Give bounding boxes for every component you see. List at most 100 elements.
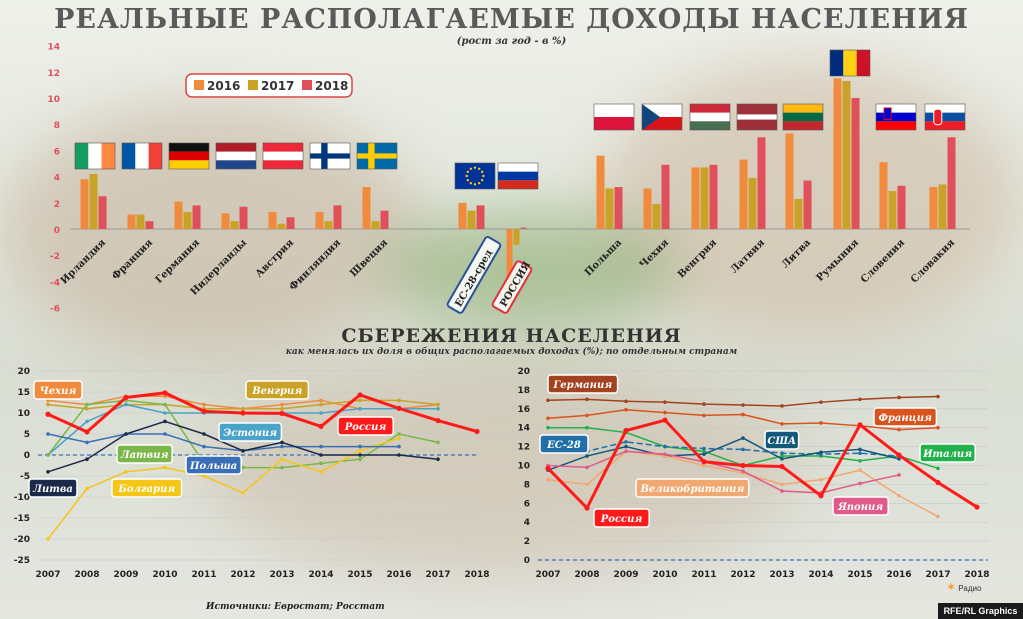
data-point	[741, 412, 745, 417]
bar-2018	[476, 205, 485, 229]
bar-2017	[888, 191, 897, 229]
data-point	[662, 417, 668, 423]
radio-logo: ✶ Радио	[946, 580, 981, 594]
legend-label: 2017	[261, 79, 294, 93]
y-tick-label: 16	[517, 405, 530, 415]
series-label-box	[919, 443, 976, 463]
x-tick-label: 2012	[730, 570, 755, 580]
bar-chart: 14 12 10 8 6 4 2 0 -2 -4 -6 Ирландия ФранцияГермания…	[47, 43, 970, 315]
category-label-box	[491, 260, 533, 314]
data-point	[357, 392, 363, 398]
bar-2016	[785, 133, 794, 229]
bar-2016	[221, 213, 230, 229]
data-point	[319, 402, 323, 407]
data-point	[545, 465, 551, 471]
data-point	[858, 481, 862, 486]
bar-2016	[643, 188, 652, 229]
bar-2018	[803, 180, 812, 229]
data-point	[85, 486, 89, 491]
x-tick-label: 2007	[35, 570, 60, 580]
series-label-box	[635, 478, 750, 498]
data-point	[241, 449, 245, 453]
x-tick-label: 2015	[347, 570, 372, 580]
data-point	[819, 400, 823, 404]
bar-2018	[947, 137, 956, 229]
data-point	[780, 457, 784, 461]
data-point	[936, 466, 940, 471]
bar-2018	[614, 187, 623, 229]
data-point	[741, 469, 745, 473]
legend-swatch	[248, 80, 258, 90]
series-label-box	[111, 478, 183, 498]
bar-2017	[371, 221, 380, 229]
series-label-box	[764, 430, 800, 450]
data-point	[397, 444, 401, 449]
data-point	[935, 479, 941, 486]
data-point	[85, 419, 89, 424]
y-tick-label: 2	[54, 200, 60, 210]
y-tick-label: 6	[524, 499, 530, 509]
bar-2016	[833, 78, 842, 229]
flag-austria	[262, 142, 304, 170]
data-point	[546, 425, 550, 430]
bar-2018	[333, 205, 342, 229]
data-point	[741, 447, 745, 452]
series-label-box	[337, 416, 394, 436]
data-point	[46, 432, 50, 436]
series-label: Россия	[600, 514, 643, 525]
savings-subtitle: как менялась их доля в общих располагаем…	[285, 347, 738, 357]
data-point	[241, 407, 245, 411]
data-point	[319, 411, 323, 415]
data-point	[740, 462, 746, 469]
data-point	[85, 402, 89, 407]
data-point	[936, 394, 940, 399]
flag-romania	[829, 49, 871, 77]
data-point	[436, 440, 440, 445]
flag-eu	[454, 162, 496, 190]
flag-slovenia	[875, 103, 917, 131]
data-point	[936, 514, 940, 519]
data-point	[124, 470, 128, 474]
data-point	[585, 482, 589, 487]
flag-latvia	[736, 103, 778, 131]
data-point	[280, 440, 284, 445]
series-label: Литва	[32, 484, 73, 495]
y-tick-label: -2	[50, 252, 60, 262]
bar-2016	[879, 162, 888, 229]
data-point	[819, 450, 823, 455]
radio-logo-icon: ✶	[946, 580, 957, 594]
data-point	[584, 505, 590, 511]
data-point	[585, 413, 589, 418]
bar-2017	[230, 221, 239, 229]
data-point	[201, 408, 207, 414]
bar-2017	[605, 188, 614, 229]
data-point	[163, 465, 167, 470]
data-point	[780, 482, 784, 487]
category-label: Литва	[780, 237, 814, 271]
data-point	[46, 470, 50, 474]
category-label: Латвия	[729, 237, 768, 276]
data-point	[202, 402, 206, 407]
savings-title: СБЕРЕЖЕНИЯ НАСЕЛЕНИЯ	[341, 325, 682, 347]
y-tick-label: 10	[517, 462, 530, 472]
data-point	[585, 454, 589, 458]
series-label: Франция	[878, 413, 932, 424]
flag-slovakia	[924, 103, 966, 131]
flag-russia	[497, 162, 539, 190]
series-label: Болгария	[117, 484, 175, 495]
y-tick-label: 2	[524, 537, 530, 547]
bar-2018	[192, 205, 201, 229]
data-point	[85, 457, 89, 462]
data-point	[474, 428, 480, 435]
bar-2018	[661, 164, 670, 229]
series-label-box	[185, 455, 242, 475]
x-tick-label: 2008	[574, 570, 599, 580]
bar-2016	[315, 211, 324, 229]
data-point	[624, 440, 628, 444]
y-tick-label: 12	[47, 69, 60, 79]
category-label-boxed: РОССИЯ	[491, 260, 533, 314]
series-label-box	[593, 508, 650, 528]
series-line-ЕС-28	[548, 441, 900, 457]
bar-2017	[700, 167, 709, 229]
